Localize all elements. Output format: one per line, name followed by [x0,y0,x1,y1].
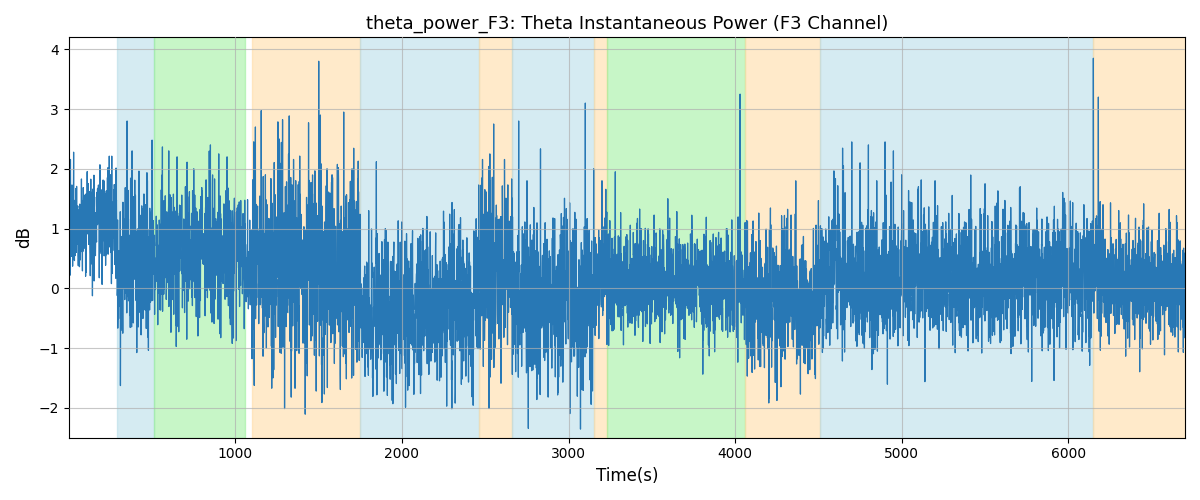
Bar [1093,38,1193,438]
Bar [118,38,154,438]
Bar [594,38,607,438]
Bar [745,38,820,438]
Bar [479,38,512,438]
Bar [360,38,479,438]
Title: theta_power_F3: Theta Instantaneous Power (F3 Channel): theta_power_F3: Theta Instantaneous Powe… [366,15,888,34]
X-axis label: Time(s): Time(s) [595,467,658,485]
Bar [154,38,245,438]
Bar [607,38,745,438]
Bar [252,38,360,438]
Bar [820,38,1093,438]
Y-axis label: dB: dB [16,226,34,248]
Bar [512,38,594,438]
